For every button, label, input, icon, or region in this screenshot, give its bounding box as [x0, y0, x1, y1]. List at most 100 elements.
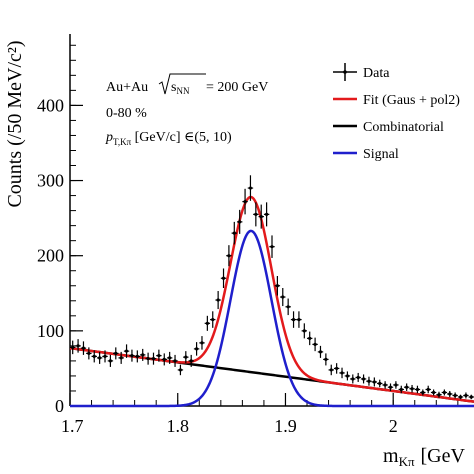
data-marker [76, 344, 80, 348]
data-marker [254, 212, 258, 216]
data-points [70, 175, 474, 400]
data-point [210, 311, 216, 328]
data-point [323, 353, 329, 366]
data-marker [162, 357, 166, 362]
data-marker [340, 371, 344, 375]
data-marker [135, 354, 139, 358]
data-point [333, 363, 340, 374]
data-marker [275, 284, 279, 288]
data-marker [367, 379, 371, 383]
data-marker [426, 387, 430, 392]
data-marker [421, 390, 425, 395]
data-marker [329, 368, 333, 372]
data-point [145, 352, 151, 365]
data-marker [345, 374, 350, 378]
data-point [183, 351, 189, 364]
data-point [140, 348, 146, 361]
data-marker [313, 342, 317, 346]
data-point [457, 394, 464, 400]
data-point [441, 389, 448, 396]
data-marker [448, 392, 452, 396]
data-marker [248, 186, 253, 190]
data-point [420, 389, 426, 396]
data-point [247, 175, 254, 201]
data-point [355, 372, 361, 382]
data-marker [281, 295, 285, 299]
data-marker [184, 355, 188, 359]
data-point [188, 354, 194, 367]
data-point [86, 347, 92, 360]
legend-label-combinatorial: Combinatorial [363, 120, 444, 135]
data-point [377, 379, 383, 388]
data-point [366, 376, 372, 386]
data-point [296, 311, 302, 328]
data-marker [87, 351, 91, 355]
data-marker [388, 385, 393, 389]
data-marker [415, 387, 420, 392]
data-marker [335, 366, 339, 371]
data-point [172, 354, 178, 367]
data-point [96, 351, 103, 364]
data-point [425, 385, 431, 394]
data-marker [173, 359, 177, 363]
annotation-pt-range: pT,Kπ [GeV/c] ∈(5, 10) [105, 130, 232, 147]
data-marker [270, 245, 274, 249]
data-marker [453, 393, 457, 398]
data-point [307, 331, 313, 346]
x-tick-label: 1.7 [61, 416, 84, 436]
data-marker [442, 390, 446, 395]
data-marker [356, 375, 360, 380]
data-point [231, 221, 237, 245]
data-point [301, 323, 308, 339]
data-point [290, 311, 297, 328]
data-marker [189, 359, 193, 363]
data-marker [410, 387, 414, 391]
data-marker [168, 356, 172, 360]
data-marker [383, 383, 387, 387]
data-point [204, 315, 211, 331]
data-point [452, 392, 458, 399]
data-marker [405, 385, 409, 389]
data-marker [178, 368, 183, 372]
data-point [113, 347, 119, 360]
legend-entry-fit: Fit (Gaus + pol2) [333, 93, 460, 108]
data-point [220, 268, 227, 289]
data-point [360, 374, 367, 384]
y-tick-label: 200 [37, 246, 64, 266]
data-point [177, 364, 184, 376]
data-marker [464, 393, 468, 398]
data-marker [458, 395, 463, 399]
data-marker [200, 341, 204, 345]
data-marker [124, 349, 129, 353]
data-point [226, 245, 232, 267]
data-point [436, 391, 442, 398]
data-point [215, 291, 221, 310]
data-marker [238, 220, 242, 224]
data-marker [286, 305, 290, 309]
data-marker [205, 321, 209, 325]
legend-entry-signal: Signal [333, 147, 399, 162]
data-marker [259, 215, 263, 219]
data-marker [265, 212, 269, 216]
data-marker [324, 357, 328, 362]
data-point [312, 337, 318, 352]
data-point [258, 204, 264, 229]
data-marker [81, 346, 86, 350]
data-point [317, 345, 324, 358]
annotation-centrality: 0-80 % [106, 106, 147, 121]
legend: Data Fit (Gaus + pol2) Combinatorial Sig… [333, 63, 460, 162]
data-marker [227, 254, 231, 258]
data-marker [394, 383, 398, 387]
data-marker [130, 354, 134, 358]
data-marker [216, 298, 220, 302]
data-point [70, 340, 76, 355]
data-point [166, 351, 173, 364]
data-point [253, 202, 259, 227]
data-point [193, 342, 200, 356]
x-tick-label: 1.9 [274, 416, 297, 436]
data-point [263, 202, 270, 227]
sqrt-sign-icon [158, 73, 206, 95]
legend-label-data: Data [363, 66, 390, 81]
data-marker [361, 377, 366, 381]
